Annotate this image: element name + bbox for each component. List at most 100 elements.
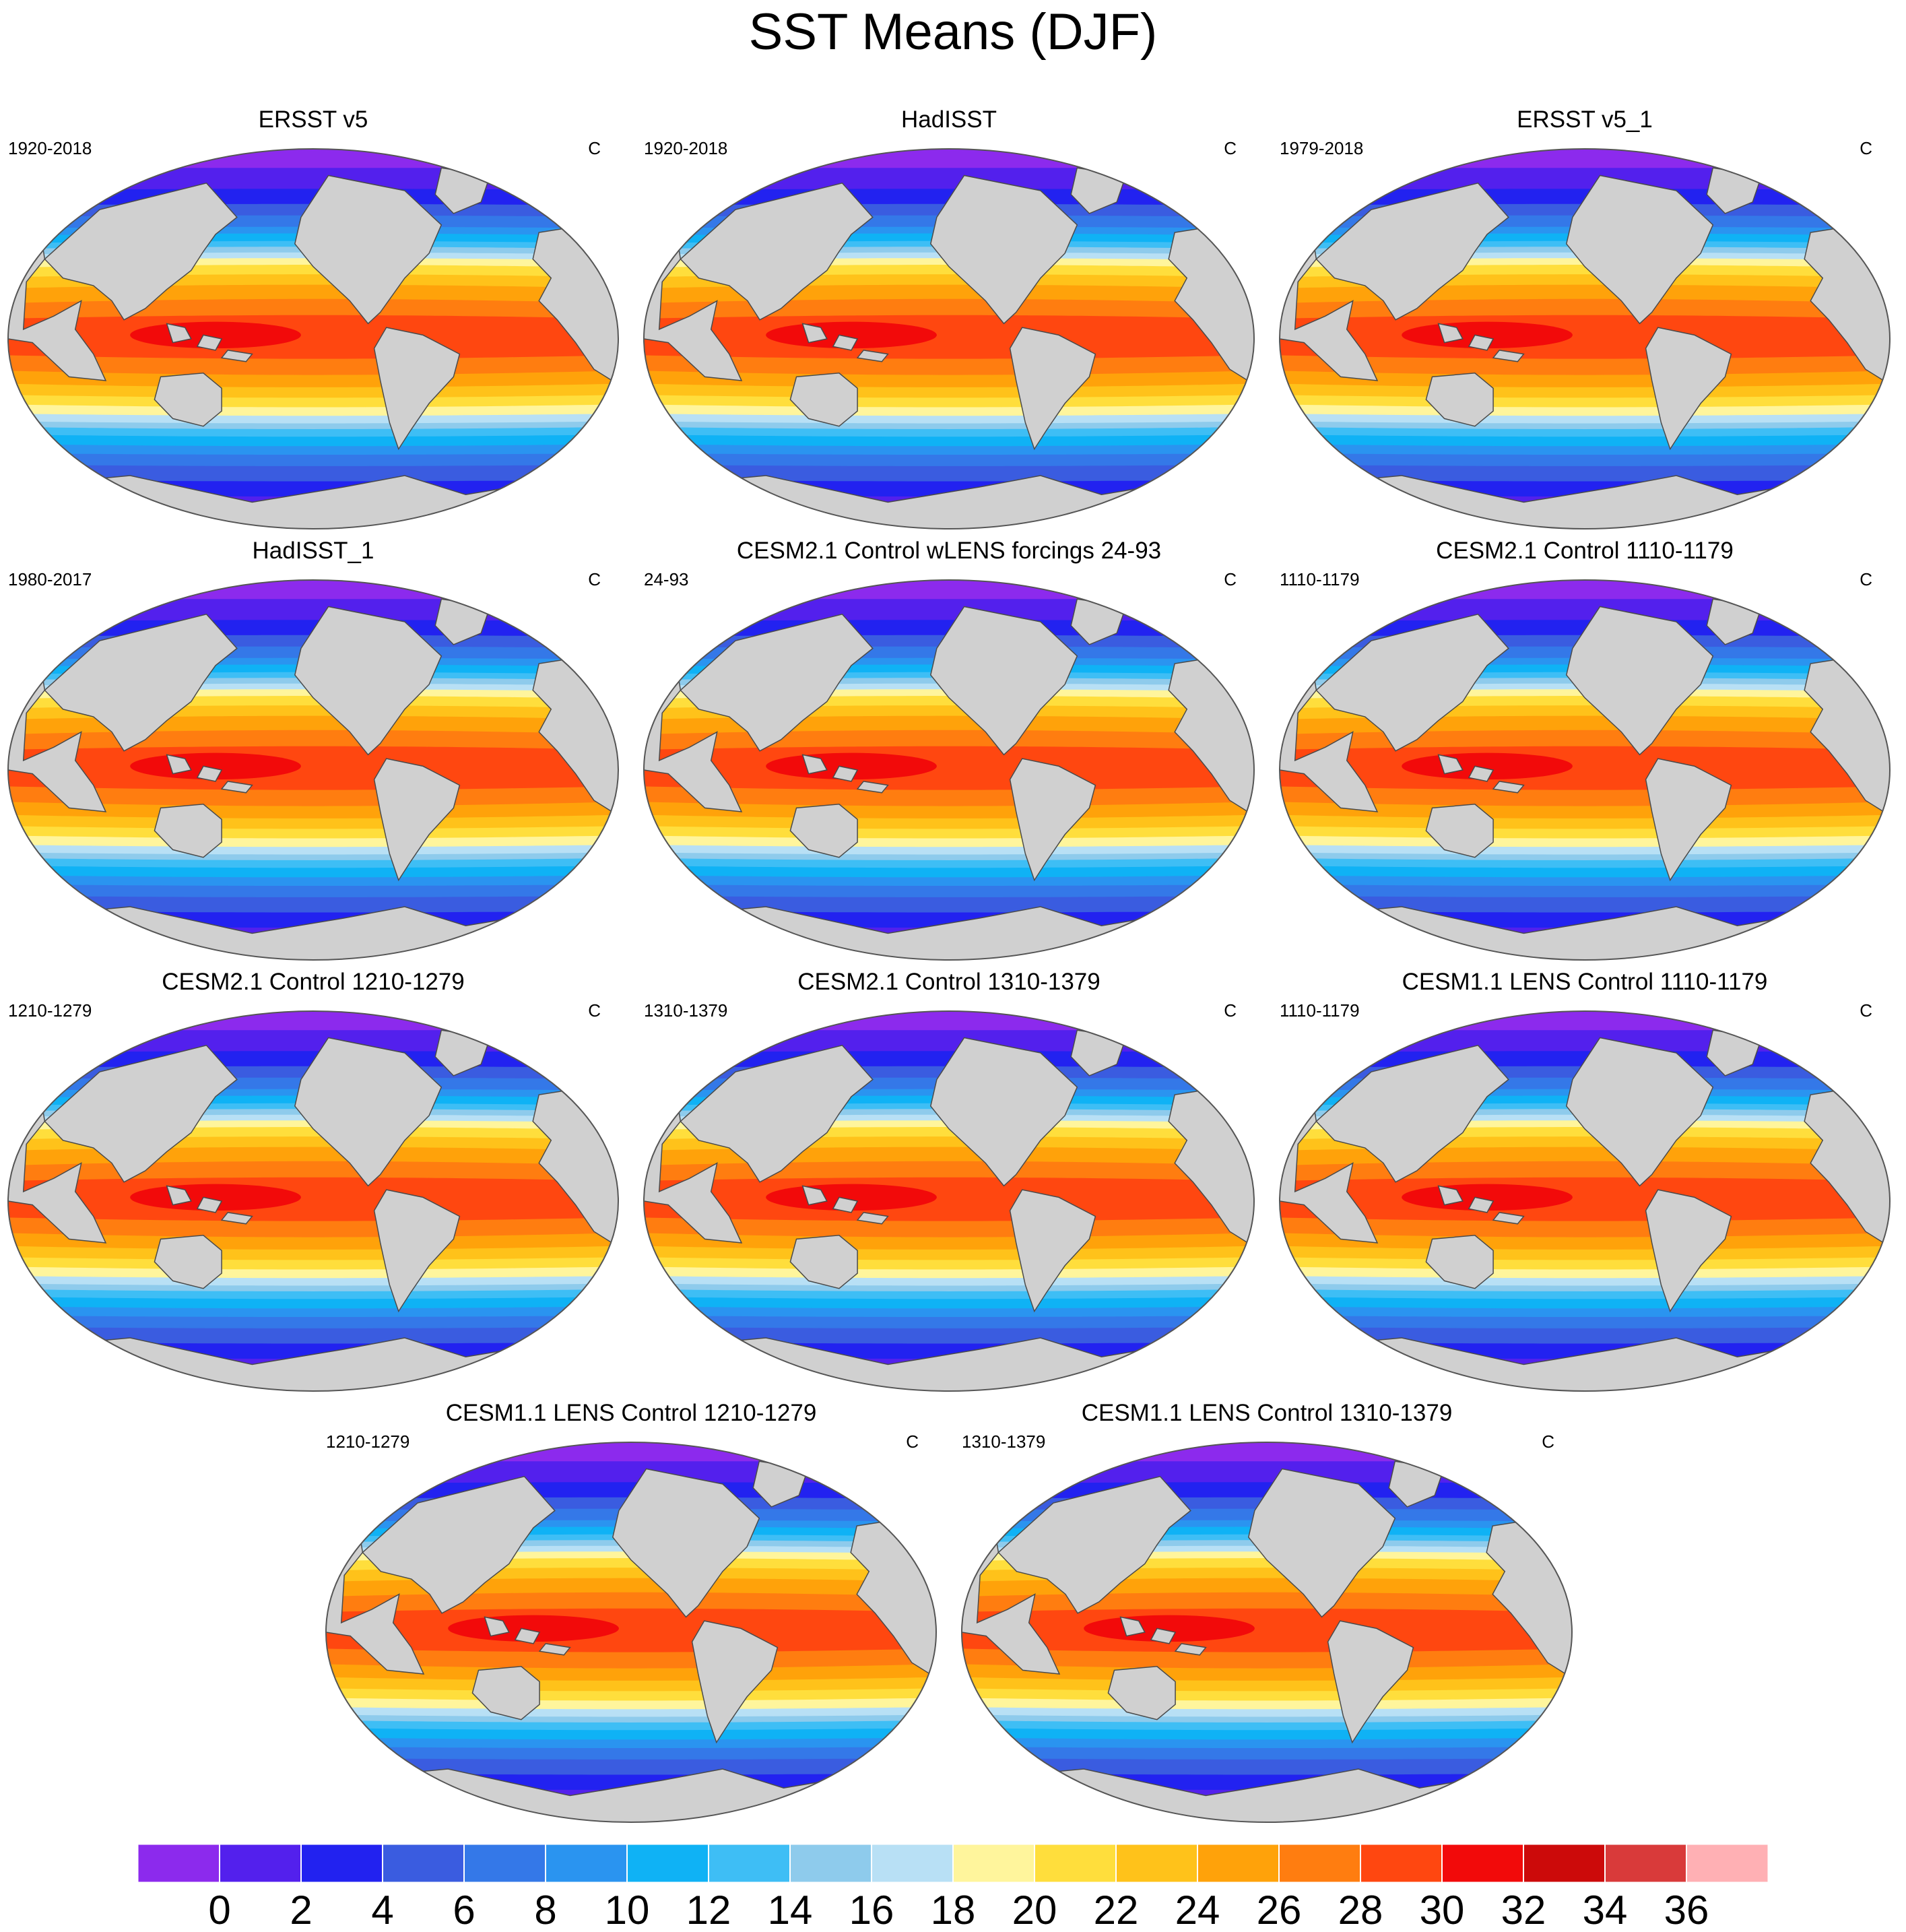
map-panel: ERSST v5_1 1979-2018 C: [1272, 106, 1898, 529]
panel-title: CESM1.1 LENS Control 1310-1379: [1081, 1400, 1453, 1426]
colorbar-box: [1034, 1844, 1117, 1882]
panel-period-label: 1310-1379: [962, 1431, 1046, 1452]
colorbar-box: [709, 1844, 791, 1882]
colorbar-label: 14: [768, 1888, 813, 1932]
colorbar-box: [790, 1844, 872, 1882]
panel-period-label: 1110-1179: [1280, 569, 1360, 589]
panel-period-label: 1920-2018: [644, 138, 728, 158]
panel-period-label: 24-93: [644, 569, 689, 589]
panel-units-label: C: [906, 1431, 919, 1452]
colorbar-box: [138, 1844, 220, 1882]
sst-field: [8, 580, 618, 960]
sst-field: [644, 1011, 1254, 1391]
sst-map: [643, 1010, 1255, 1392]
map-panel: CESM2.1 Control wLENS forcings 24-93 24-9…: [636, 538, 1262, 961]
colorbar-label: 36: [1664, 1888, 1709, 1932]
map-panel: ERSST v5 1920-2018 C: [0, 106, 626, 529]
sst-field: [8, 149, 618, 529]
panel-title: ERSST v5: [258, 106, 368, 133]
panel-title: HadISST: [901, 106, 997, 133]
panel-units-label: C: [1224, 138, 1237, 158]
colorbar-label: 22: [1094, 1888, 1139, 1932]
colorbar-box: [301, 1844, 383, 1882]
sst-map: [7, 148, 619, 529]
panel-period-label: 1210-1279: [8, 1000, 92, 1021]
panel-title: CESM2.1 Control 1310-1379: [797, 969, 1100, 995]
map-panel: CESM1.1 LENS Control 1210-1279 1210-1279 C: [318, 1400, 944, 1823]
colorbar-box: [383, 1844, 465, 1882]
sst-map: [961, 1442, 1573, 1823]
colorbar-label: 28: [1338, 1888, 1383, 1932]
sst-field: [644, 580, 1254, 960]
panel-period-label: 1210-1279: [326, 1431, 410, 1452]
colorbar-box: [1360, 1844, 1443, 1882]
colorbar-box: [1523, 1844, 1606, 1882]
map-panel: CESM2.1 Control 1110-1179 1110-1179 C: [1272, 538, 1898, 961]
colorbar-label: 30: [1420, 1888, 1465, 1932]
map-panel: CESM1.1 LENS Control 1310-1379 1310-1379 C: [954, 1400, 1580, 1823]
map-panel: CESM1.1 LENS Control 1110-1179 1110-1179 C: [1272, 969, 1898, 1392]
colorbar-box: [953, 1844, 1035, 1882]
colorbar-box: [464, 1844, 546, 1882]
map-panel: CESM2.1 Control 1310-1379 1310-1379 C: [636, 969, 1262, 1392]
sst-field: [1280, 1011, 1890, 1391]
sst-field: [644, 149, 1254, 529]
colorbar-box: [220, 1844, 302, 1882]
panel-period-label: 1310-1379: [644, 1000, 728, 1021]
panel-period-label: 1980-2017: [8, 569, 92, 589]
colorbar-label: 2: [290, 1888, 312, 1932]
panel-units-label: C: [1542, 1431, 1554, 1452]
sst-map: [1279, 579, 1891, 961]
panel-title: ERSST v5_1: [1517, 106, 1653, 133]
panel-period-label: 1979-2018: [1280, 138, 1364, 158]
colorbar-box: [546, 1844, 628, 1882]
map-panel: CESM2.1 Control 1210-1279 1210-1279 C: [0, 969, 626, 1392]
panel-title: CESM2.1 Control 1210-1279: [162, 969, 465, 995]
sst-map: [1279, 148, 1891, 529]
panel-period-label: 1920-2018: [8, 138, 92, 158]
panel-units-label: C: [1860, 569, 1872, 589]
colorbar-box: [1442, 1844, 1524, 1882]
colorbar-box: [1197, 1844, 1280, 1882]
colorbar-box: [872, 1844, 954, 1882]
sst-field: [8, 1011, 618, 1391]
sst-field: [1280, 580, 1890, 960]
map-panel: HadISST 1920-2018 C: [636, 106, 1262, 529]
colorbar-label: 20: [1012, 1888, 1057, 1932]
colorbar-box: [1279, 1844, 1361, 1882]
colorbar-box: [1116, 1844, 1198, 1882]
map-panel: HadISST_1 1980-2017 C: [0, 538, 626, 961]
panel-title: CESM2.1 Control 1110-1179: [1436, 538, 1734, 564]
sst-map: [7, 579, 619, 961]
panel-title: HadISST_1: [252, 538, 374, 564]
panel-units-label: C: [588, 138, 601, 158]
sst-map: [643, 579, 1255, 961]
colorbar-label: 10: [605, 1888, 650, 1932]
panel-units-label: C: [1224, 569, 1237, 589]
sst-map: [643, 148, 1255, 529]
colorbar-label: 0: [208, 1888, 230, 1932]
panel-units-label: C: [1224, 1000, 1237, 1021]
sst-field: [326, 1442, 936, 1822]
panel-units-label: C: [1860, 1000, 1872, 1021]
colorbar-box: [1605, 1844, 1687, 1882]
sst-map: [325, 1442, 937, 1823]
colorbar-label: 6: [453, 1888, 475, 1932]
colorbar-label: 12: [686, 1888, 731, 1932]
colorbar-label: 26: [1257, 1888, 1302, 1932]
panel-units-label: C: [588, 569, 601, 589]
panel-units-label: C: [1860, 138, 1872, 158]
colorbar-label: 4: [371, 1888, 393, 1932]
panel-title: CESM1.1 LENS Control 1110-1179: [1402, 969, 1768, 995]
sst-map: [1279, 1010, 1891, 1392]
sst-field: [1280, 149, 1890, 529]
sst-map: [7, 1010, 619, 1392]
colorbar-label: 32: [1501, 1888, 1546, 1932]
figure-title: SST Means (DJF): [748, 3, 1158, 61]
panel-title: CESM2.1 Control wLENS forcings 24-93: [736, 538, 1162, 564]
panel-title: CESM1.1 LENS Control 1210-1279: [445, 1400, 817, 1426]
colorbar-label: 18: [931, 1888, 976, 1932]
panel-period-label: 1110-1179: [1280, 1000, 1360, 1021]
colorbar-box: [627, 1844, 709, 1882]
colorbar-box: [1686, 1844, 1769, 1882]
